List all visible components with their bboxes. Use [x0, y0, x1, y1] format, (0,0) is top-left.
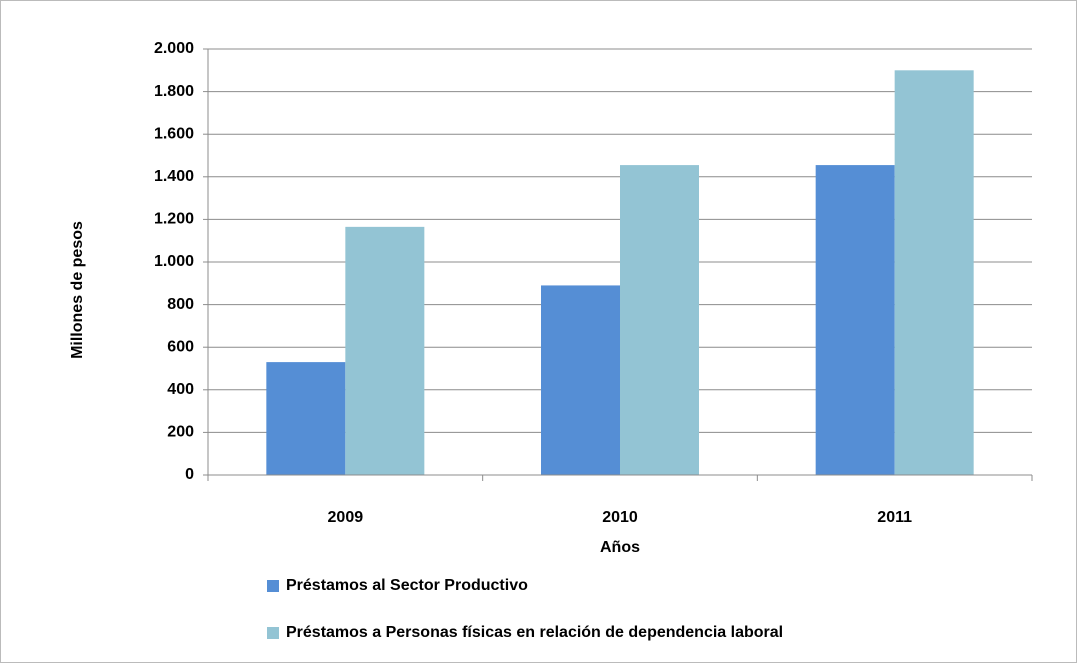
y-tick-label: 200 — [167, 424, 194, 441]
y-tick-label: 1.600 — [154, 125, 194, 142]
bar — [345, 226, 425, 475]
y-tick-label: 1.800 — [154, 83, 194, 100]
legend-label: Préstamos al Sector Productivo — [286, 577, 528, 594]
y-axis-title: Millones de pesos — [69, 221, 86, 359]
y-tick-label: 600 — [167, 338, 194, 355]
y-tick-label: 400 — [167, 381, 194, 398]
bar — [541, 285, 620, 475]
x-axis-title: Años — [600, 539, 640, 556]
legend-swatch — [267, 627, 279, 639]
y-tick-label: 2.000 — [154, 40, 194, 57]
y-tick-label: 1.400 — [154, 168, 194, 185]
y-tick-label: 1.200 — [154, 211, 194, 228]
y-tick-label: 800 — [167, 296, 194, 313]
x-tick-label: 2011 — [877, 509, 912, 526]
x-tick-label: 2010 — [602, 509, 638, 526]
bar — [894, 70, 974, 476]
bar — [620, 165, 699, 475]
bar — [815, 165, 895, 475]
legend-label: Préstamos a Personas físicas en relación… — [286, 624, 783, 641]
y-tick-label: 0 — [185, 466, 194, 483]
bar — [266, 362, 346, 475]
x-tick-label: 2009 — [328, 509, 364, 526]
legend-swatch — [267, 580, 279, 592]
y-tick-label: 1.000 — [154, 253, 194, 270]
